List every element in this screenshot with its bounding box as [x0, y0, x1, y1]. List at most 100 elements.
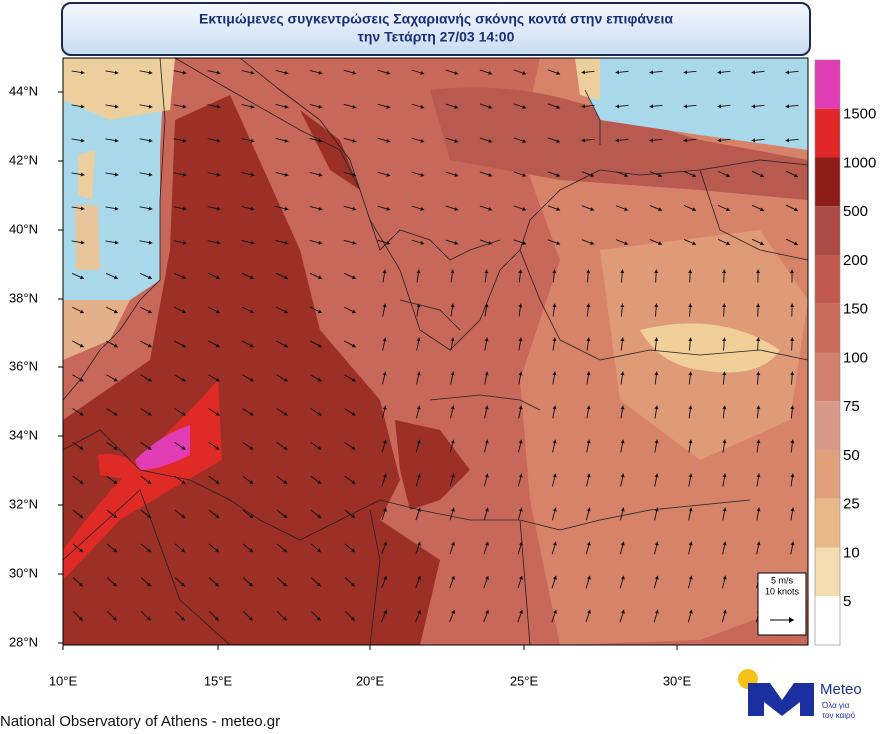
wind-arrowhead — [79, 343, 84, 348]
wind-arrowhead — [620, 269, 625, 274]
wind-arrowhead — [317, 480, 322, 484]
colorbar-swatch — [815, 255, 840, 304]
wind-arrowhead — [182, 70, 187, 75]
wind-arrowhead — [112, 616, 117, 621]
wind-arrowhead — [148, 206, 153, 211]
wind-arrowhead — [756, 507, 761, 512]
wind-arrowhead — [283, 548, 287, 553]
wind-arrowhead — [420, 240, 425, 245]
wind-arrowhead — [488, 105, 493, 109]
wind-arrowhead — [386, 206, 391, 211]
wind-arrowhead — [250, 172, 255, 177]
wind-arrowhead — [688, 507, 693, 512]
wind-arrowhead — [351, 411, 356, 416]
wind-arrowhead — [283, 411, 288, 416]
wind-arrowhead — [180, 616, 185, 621]
colorbar-label: 200 — [843, 252, 868, 269]
wind-arrowhead — [147, 480, 152, 484]
wind-arrowhead — [283, 377, 288, 382]
wind-arrowhead — [654, 439, 659, 444]
wind-arrowhead — [215, 514, 220, 519]
wind-arrowhead — [80, 138, 85, 143]
wind-arrowhead — [79, 411, 84, 416]
wind-arrowhead — [590, 207, 595, 212]
wind-arrowhead — [484, 541, 489, 546]
wind-arrowhead — [692, 241, 696, 246]
wind-arrowhead — [80, 240, 85, 245]
wind-arrowhead — [148, 70, 153, 75]
wind-arrowhead — [182, 172, 187, 177]
wind-arrowhead — [146, 582, 151, 587]
wind-arrowhead — [722, 507, 727, 512]
wind-arrowhead — [181, 514, 186, 519]
wind-arrowhead — [722, 405, 727, 410]
wind-arrowhead — [552, 405, 557, 410]
colorbar: 1500 1000 500 200 150 100 75 50 25 10 5 — [814, 59, 876, 646]
wind-arrowhead — [454, 104, 459, 109]
wind-arrowhead — [722, 337, 727, 342]
wind-arrowhead — [556, 207, 561, 211]
wind-arrowhead — [624, 173, 629, 178]
wind-arrowhead — [518, 337, 523, 342]
wind-arrowhead — [522, 71, 527, 75]
wind-arrowhead — [790, 405, 795, 410]
colorbar-label: 10 — [843, 544, 860, 561]
logo-tagline2: τον καιρό — [822, 711, 856, 720]
colorbar-label: 5 — [843, 593, 851, 610]
wind-arrowhead — [316, 616, 321, 621]
wind-arrowhead — [182, 240, 187, 245]
wind-arrowhead — [113, 514, 118, 519]
wind-arrowhead — [317, 514, 322, 519]
wind-arrowhead — [416, 269, 421, 274]
wind-arrowhead — [148, 104, 153, 109]
wind-arrowhead — [318, 138, 323, 143]
lat-label: 44°N — [9, 83, 38, 98]
colorbar-swatch — [815, 157, 840, 207]
wind-arrowhead — [790, 541, 795, 546]
wind-arrowhead — [147, 514, 152, 519]
wind-arrowhead — [759, 241, 764, 246]
wind-arrowhead — [454, 70, 459, 75]
wind-arrowhead — [722, 473, 727, 478]
wind-arrowhead — [420, 104, 425, 109]
wind-arrowhead — [352, 240, 357, 245]
wind-arrowhead — [450, 303, 455, 308]
wind-arrowhead — [181, 275, 186, 280]
wind-arrowhead — [624, 241, 629, 246]
wind-arrowhead — [552, 507, 557, 512]
wind-arrowhead — [249, 446, 254, 450]
wind-arrowhead — [382, 405, 387, 410]
wind-arrowhead — [556, 139, 561, 143]
wind-arrowhead — [114, 240, 119, 245]
wind-arrowhead — [249, 480, 254, 484]
wind-arrowhead — [113, 343, 118, 348]
dust-central-dark — [395, 420, 470, 510]
wind-arrowhead — [785, 104, 790, 109]
dust-west-dark — [63, 95, 440, 645]
wind-arrowhead — [250, 70, 255, 75]
wind-arrowhead — [79, 309, 84, 314]
title-line1: Εκτιμώμενες συγκεντρώσεις Σαχαριανής σκό… — [199, 11, 673, 27]
wind-arrowhead — [215, 548, 219, 553]
wind-arrowhead — [688, 371, 693, 376]
lon-label: 10°E — [49, 673, 78, 688]
colorbar-swatch — [815, 206, 840, 255]
logo-mark — [748, 683, 814, 716]
island-corsica — [78, 150, 95, 200]
wind-arrowhead — [79, 275, 84, 280]
wind-key-box — [757, 572, 807, 636]
wind-arrowhead — [317, 275, 322, 280]
wind-arrowhead — [552, 541, 557, 546]
wind-arrowhead — [552, 473, 557, 478]
wind-arrowhead — [317, 411, 322, 416]
wind-arrowhead — [180, 582, 185, 587]
wind-arrowhead — [181, 548, 185, 553]
wind-key-speed: 5 m/s — [771, 575, 794, 585]
wind-arrowhead — [556, 105, 561, 109]
wind-arrowhead — [756, 473, 761, 478]
wind-arrowhead — [383, 610, 388, 614]
colorbar-swatch — [815, 498, 840, 548]
wind-arrowhead — [113, 275, 118, 280]
wind-arrowhead — [351, 343, 356, 348]
